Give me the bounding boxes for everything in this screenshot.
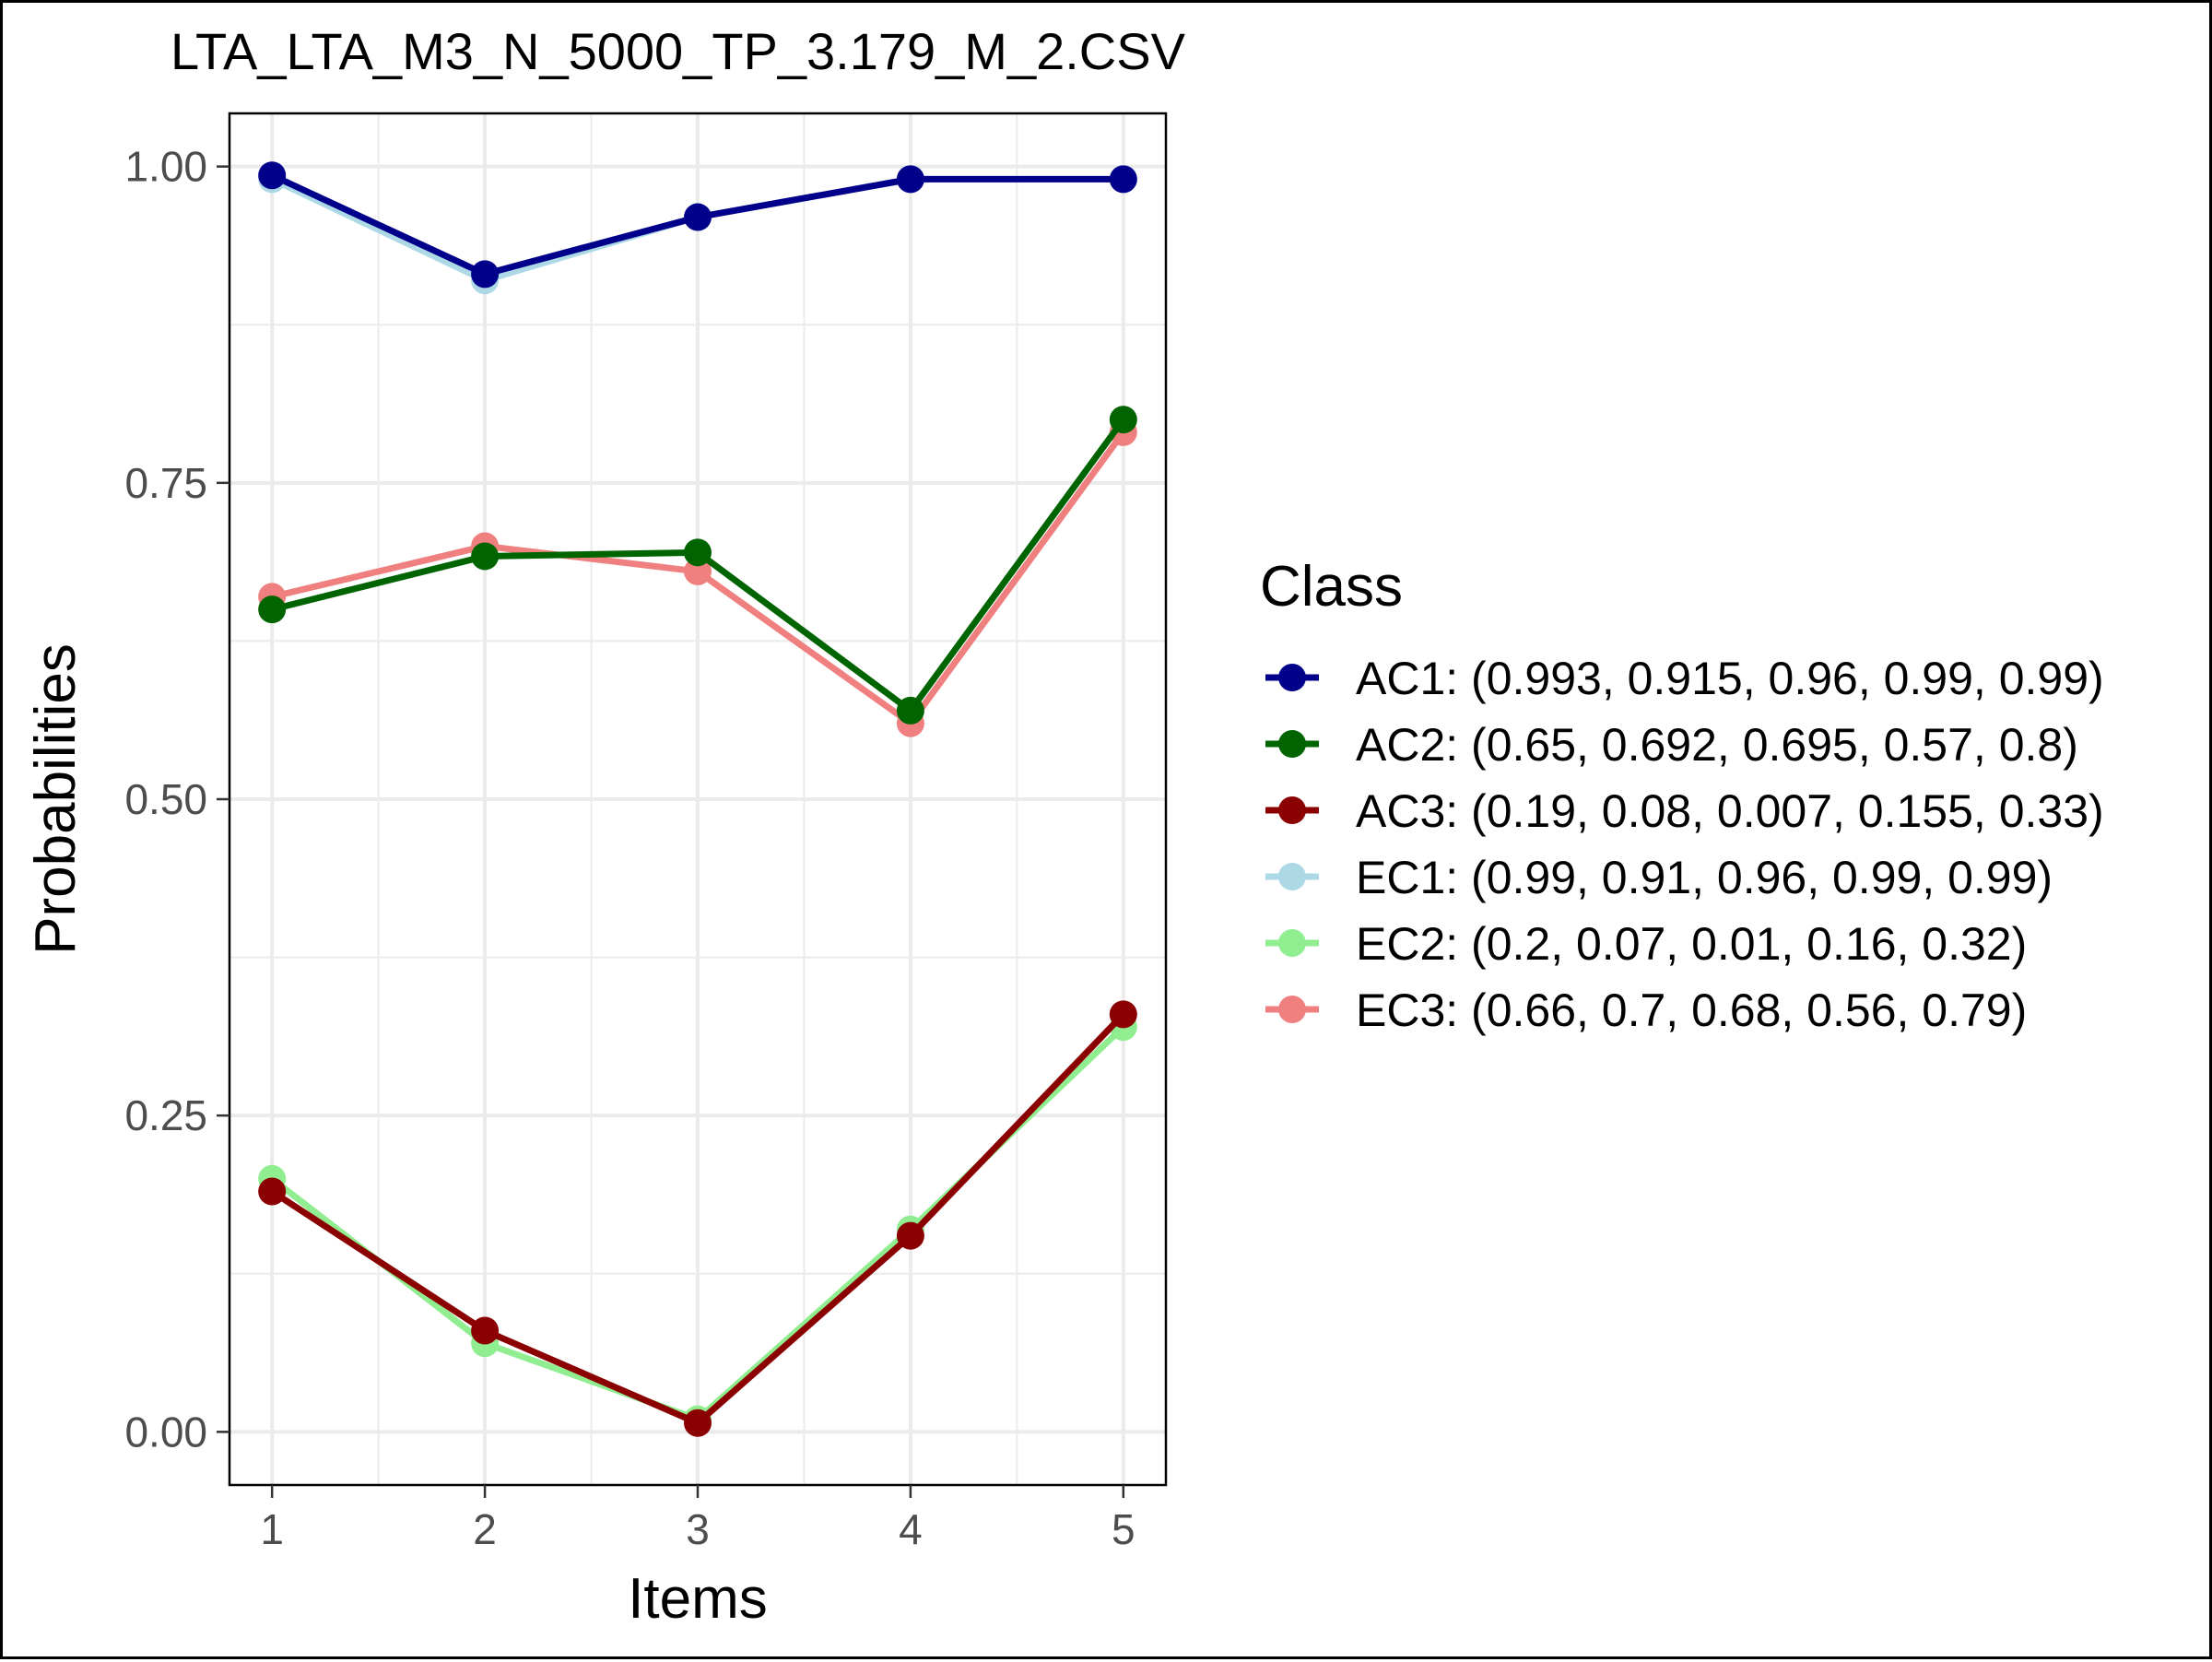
data-point-ac2 — [258, 595, 287, 624]
data-point-ac2 — [471, 542, 500, 571]
data-point-ac1 — [684, 203, 712, 231]
legend: Class AC1: (0.993, 0.915, 0.96, 0.99, 0.… — [1260, 555, 2104, 1036]
data-point-ac3 — [896, 1221, 924, 1250]
legend-key-point — [1278, 863, 1306, 890]
x-tick-label: 1 — [260, 1505, 284, 1553]
series-layer — [258, 161, 1137, 1437]
legend-label: AC1: (0.993, 0.915, 0.96, 0.99, 0.99) — [1356, 653, 2104, 704]
y-tick-label: 1.00 — [124, 143, 207, 191]
y-axis-title: Probabilities — [24, 643, 88, 955]
legend-label: AC3: (0.19, 0.08, 0.007, 0.155, 0.33) — [1356, 785, 2104, 837]
y-tick-label: 0.50 — [124, 775, 207, 823]
legend-keys: AC1: (0.993, 0.915, 0.96, 0.99, 0.99) AC2… — [1265, 653, 2104, 1036]
legend-key-point — [1278, 730, 1306, 758]
data-point-ac3 — [471, 1316, 500, 1345]
data-point-ec3 — [684, 557, 712, 585]
y-axis-ticks: 0.00 0.25 0.50 0.75 1.00 — [124, 143, 229, 1456]
legend-title: Class — [1260, 555, 1403, 619]
major-gridlines — [229, 113, 1166, 1485]
legend-item-ec1: EC1: (0.99, 0.91, 0.96, 0.99, 0.99) — [1265, 852, 2053, 903]
legend-item-ac1: AC1: (0.993, 0.915, 0.96, 0.99, 0.99) — [1265, 653, 2104, 704]
chart-title: LTA_LTA_M3_N_5000_TP_3.179_M_2.CSV — [171, 22, 1186, 80]
data-point-ac3 — [258, 1177, 287, 1206]
x-tick-label: 3 — [686, 1505, 710, 1553]
legend-item-ac2: AC2: (0.65, 0.692, 0.695, 0.57, 0.8) — [1265, 719, 2078, 771]
x-axis-title: Items — [628, 1567, 768, 1631]
y-tick-label: 0.75 — [124, 459, 207, 507]
legend-label: EC1: (0.99, 0.91, 0.96, 0.99, 0.99) — [1356, 852, 2053, 903]
legend-item-ac3: AC3: (0.19, 0.08, 0.007, 0.155, 0.33) — [1265, 785, 2104, 837]
legend-key-point — [1278, 996, 1306, 1023]
x-tick-label: 5 — [1112, 1505, 1135, 1553]
legend-key-point — [1278, 796, 1306, 824]
series-ac1 — [258, 161, 1137, 289]
data-point-ac2 — [684, 538, 712, 567]
series-ac2 — [258, 406, 1137, 725]
y-tick-label: 0.25 — [124, 1091, 207, 1139]
series-ac3 — [258, 1000, 1137, 1437]
data-point-ac2 — [1109, 406, 1137, 434]
data-point-ac2 — [896, 696, 924, 725]
data-point-ac1 — [1109, 165, 1137, 194]
x-tick-label: 2 — [473, 1505, 497, 1553]
data-point-ac1 — [471, 260, 500, 289]
legend-label: EC2: (0.2, 0.07, 0.01, 0.16, 0.32) — [1356, 918, 2027, 970]
data-point-ac1 — [896, 165, 924, 194]
y-tick-label: 0.00 — [124, 1408, 207, 1456]
legend-key-point — [1278, 929, 1306, 957]
legend-item-ec2: EC2: (0.2, 0.07, 0.01, 0.16, 0.32) — [1265, 918, 2027, 970]
x-tick-label: 4 — [899, 1505, 923, 1553]
data-point-ac3 — [1109, 1000, 1137, 1029]
legend-label: EC3: (0.66, 0.7, 0.68, 0.56, 0.79) — [1356, 984, 2027, 1036]
line-chart: LTA_LTA_M3_N_5000_TP_3.179_M_2.CSV 1 2 3 4 5… — [24, 22, 2104, 1631]
data-point-ac3 — [684, 1409, 712, 1437]
x-axis-ticks: 1 2 3 4 5 — [260, 1485, 1135, 1553]
data-point-ac1 — [258, 161, 287, 190]
legend-label: AC2: (0.65, 0.692, 0.695, 0.57, 0.8) — [1356, 719, 2078, 771]
legend-item-ec3: EC3: (0.66, 0.7, 0.68, 0.56, 0.79) — [1265, 984, 2027, 1036]
legend-key-point — [1278, 664, 1306, 691]
